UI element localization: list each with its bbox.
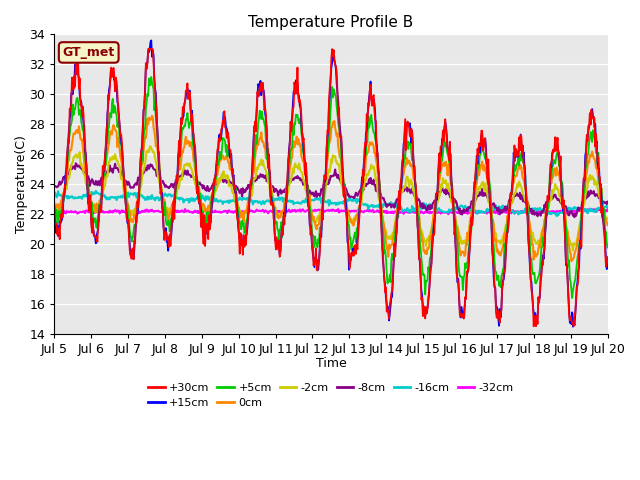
Legend: +30cm, +15cm, +5cm, 0cm, -2cm, -8cm, -16cm, -32cm: +30cm, +15cm, +5cm, 0cm, -2cm, -8cm, -16… [143, 378, 518, 413]
+5cm [147, 74, 155, 80]
-8cm [174, 174, 182, 180]
+15cm [415, 252, 423, 258]
Line: +30cm: +30cm [54, 49, 607, 326]
+30cm [604, 254, 611, 260]
Line: -32cm: -32cm [54, 209, 607, 214]
+5cm [204, 209, 211, 215]
+15cm [117, 139, 125, 145]
0cm [174, 167, 182, 173]
+5cm [174, 167, 182, 173]
+5cm [604, 245, 611, 251]
+15cm [204, 228, 211, 234]
-32cm [444, 211, 452, 217]
-2cm [147, 144, 154, 149]
+30cm [51, 200, 58, 206]
-16cm [399, 209, 406, 215]
Y-axis label: Temperature(C): Temperature(C) [15, 135, 28, 233]
Line: +5cm: +5cm [54, 77, 607, 298]
-2cm [415, 220, 423, 226]
0cm [204, 207, 211, 213]
-8cm [571, 214, 579, 220]
Line: -16cm: -16cm [54, 191, 607, 216]
+30cm [415, 256, 423, 262]
0cm [117, 157, 125, 163]
-16cm [204, 194, 211, 200]
+30cm [145, 46, 152, 52]
X-axis label: Time: Time [316, 357, 346, 370]
0cm [415, 211, 423, 217]
-2cm [569, 248, 577, 253]
-16cm [118, 194, 126, 200]
+5cm [399, 166, 406, 172]
+15cm [147, 37, 155, 43]
-8cm [51, 183, 58, 189]
+15cm [569, 324, 577, 330]
-2cm [604, 216, 611, 221]
+5cm [51, 219, 58, 225]
-32cm [173, 208, 181, 214]
-2cm [60, 190, 68, 196]
+15cm [604, 261, 611, 266]
+15cm [60, 192, 68, 197]
+15cm [399, 159, 406, 165]
+15cm [51, 216, 58, 221]
-16cm [553, 213, 561, 219]
+5cm [60, 194, 68, 200]
+30cm [117, 132, 125, 138]
-8cm [72, 160, 79, 166]
-32cm [181, 206, 189, 212]
Line: -2cm: -2cm [54, 146, 607, 251]
0cm [60, 193, 68, 199]
Line: -8cm: -8cm [54, 163, 607, 217]
Line: +15cm: +15cm [54, 40, 607, 327]
-2cm [399, 188, 406, 194]
-2cm [174, 181, 182, 187]
+30cm [399, 156, 406, 161]
-32cm [415, 210, 423, 216]
-32cm [60, 210, 68, 216]
0cm [604, 222, 611, 228]
-8cm [415, 197, 423, 203]
-8cm [60, 176, 68, 181]
-2cm [51, 204, 58, 209]
+30cm [60, 191, 68, 196]
-32cm [604, 208, 611, 214]
-32cm [204, 209, 211, 215]
+30cm [174, 158, 182, 164]
-16cm [415, 204, 423, 209]
0cm [148, 113, 156, 119]
-8cm [204, 183, 211, 189]
+5cm [568, 295, 576, 301]
-2cm [117, 177, 125, 182]
-16cm [92, 188, 100, 194]
-16cm [51, 192, 58, 198]
-8cm [399, 188, 406, 194]
+30cm [530, 324, 538, 329]
-16cm [174, 196, 182, 202]
-8cm [118, 171, 126, 177]
-32cm [51, 210, 58, 216]
-8cm [604, 199, 611, 204]
-32cm [399, 209, 406, 215]
+5cm [117, 140, 125, 146]
Title: Temperature Profile B: Temperature Profile B [248, 15, 413, 30]
0cm [51, 202, 58, 207]
-2cm [204, 209, 211, 215]
-16cm [604, 205, 611, 211]
Text: GT_met: GT_met [63, 46, 115, 59]
+5cm [415, 214, 423, 220]
-32cm [117, 209, 125, 215]
+15cm [174, 153, 182, 158]
Line: 0cm: 0cm [54, 116, 607, 261]
0cm [568, 258, 575, 264]
+30cm [204, 225, 211, 231]
-16cm [60, 192, 68, 198]
0cm [399, 173, 406, 179]
